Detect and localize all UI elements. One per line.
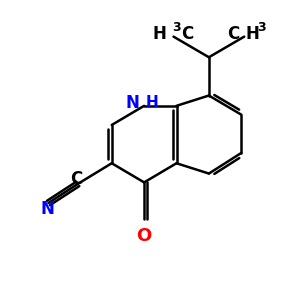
Text: C: C (181, 25, 193, 43)
Text: H: H (246, 25, 260, 43)
Text: O: O (136, 226, 152, 244)
Text: C: C (228, 25, 240, 43)
Text: H: H (146, 95, 158, 110)
Text: C: C (70, 169, 82, 188)
Text: H: H (152, 25, 166, 43)
Text: 3: 3 (257, 21, 266, 34)
Text: N: N (40, 200, 54, 218)
Text: 3: 3 (172, 21, 181, 34)
Text: N: N (126, 94, 140, 112)
